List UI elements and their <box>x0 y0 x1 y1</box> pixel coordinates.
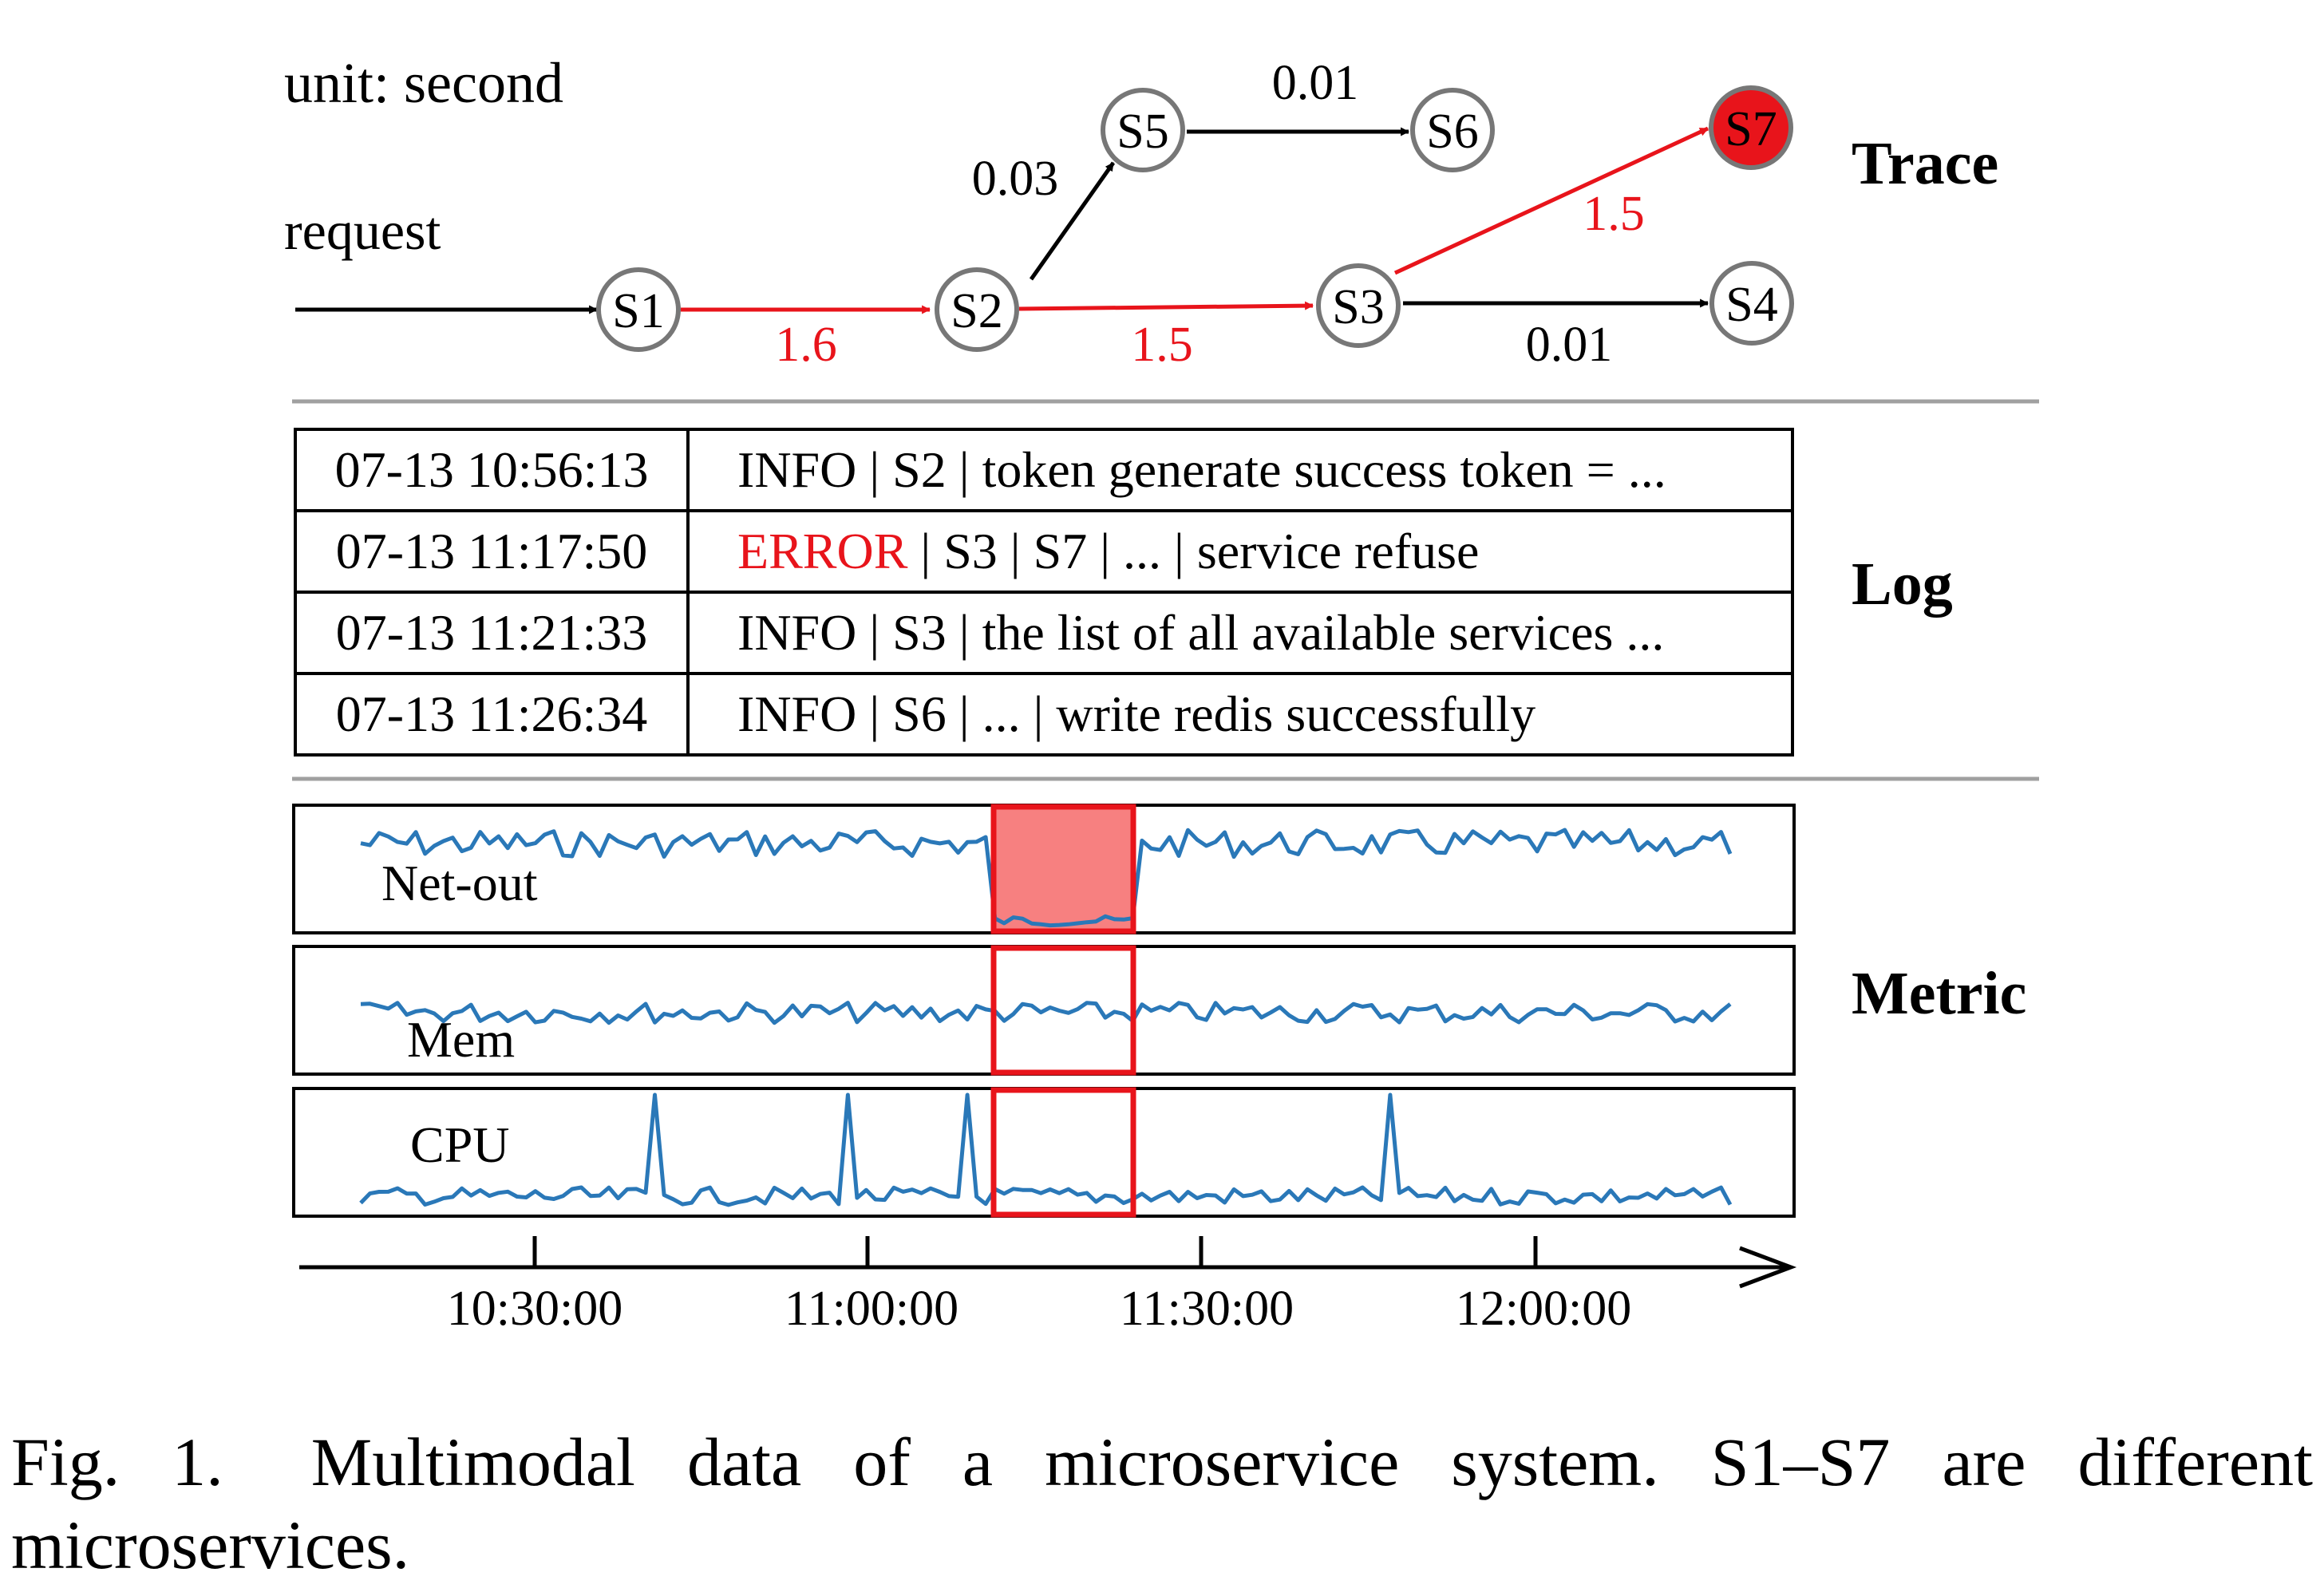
metric-series-net-out <box>360 828 1733 928</box>
log-timestamp: 07-13 11:26:34 <box>294 672 690 757</box>
latency-s5-s6: 0.01 <box>1272 56 1359 110</box>
service-node-label: S3 <box>1332 280 1384 334</box>
latency-s3-s7: 1.5 <box>1583 187 1645 241</box>
log-row: 07-13 11:21:33 INFO | S3 | the list of a… <box>294 591 1794 675</box>
log-row: 07-13 11:17:50 ERROR | S3 | S7 | ... | s… <box>294 509 1794 594</box>
time-axis-tick-label: 11:00:00 <box>785 1282 958 1336</box>
service-node-s1: S1 <box>596 267 681 352</box>
log-table: 07-13 10:56:13 INFO | S2 | token generat… <box>294 428 1794 757</box>
service-node-label: S7 <box>1725 102 1777 156</box>
time-axis-tick-label: 11:30:00 <box>1120 1282 1294 1336</box>
log-timestamp: 07-13 11:21:33 <box>294 591 690 675</box>
log-message: | S3 | S7 | ... | service refuse <box>907 523 1480 579</box>
latency-s2-s3: 1.5 <box>1131 318 1193 372</box>
log-message: | S3 | the list of all available service… <box>856 604 1665 661</box>
log-row: 07-13 10:56:13 INFO | S2 | token generat… <box>294 428 1794 512</box>
service-node-s3: S3 <box>1316 263 1401 348</box>
latency-s1-s2: 1.6 <box>775 318 837 372</box>
log-level: INFO <box>737 441 857 498</box>
log-timestamp: 07-13 10:56:13 <box>294 428 690 512</box>
log-row: 07-13 11:26:34 INFO | S6 | ... | write r… <box>294 672 1794 757</box>
anomaly-window-box <box>990 1087 1136 1218</box>
metric-panel-label-mem: Mem <box>407 1011 515 1068</box>
edge-s2-s5 <box>1029 161 1116 281</box>
metric-section: Metric Net-out Mem CPU 10:30:00 11:00:00 <box>292 804 2026 1336</box>
log-message: | S6 | ... | write redis successfully <box>856 685 1536 742</box>
service-node-label: S2 <box>951 284 1002 338</box>
log-level-error: ERROR <box>737 523 908 579</box>
figure-caption: Fig. 1. Multimodal data of a microservice… <box>11 1420 2313 1586</box>
service-node-s2: S2 <box>935 267 1019 352</box>
time-axis-arrowhead <box>1739 1246 1797 1289</box>
latency-s2-s5: 0.03 <box>972 152 1059 206</box>
log-section-label: Log <box>1852 551 1953 618</box>
anomaly-window-box <box>990 945 1136 1076</box>
log-entry: ERROR | S3 | S7 | ... | service refuse <box>686 509 1794 594</box>
log-level: INFO <box>737 685 857 742</box>
service-node-label: S5 <box>1117 105 1168 159</box>
edge-s3-s7 <box>1393 126 1709 275</box>
microservice-multimodal-figure: unit: second request Trace 1.6 1.5 0.03 … <box>284 51 2039 1336</box>
log-message: | S2 | token generate success token = ..… <box>856 441 1666 498</box>
request-label: request <box>284 200 441 261</box>
log-timestamp: 07-13 11:17:50 <box>294 509 690 594</box>
service-node-s6: S6 <box>1410 88 1495 172</box>
log-entry: INFO | S3 | the list of all available se… <box>686 591 1794 675</box>
service-node-label: S4 <box>1725 278 1777 332</box>
unit-label: unit: second <box>284 51 563 115</box>
anomaly-window-fill <box>994 807 1133 931</box>
figure-caption-label: Fig. 1. <box>11 1424 223 1500</box>
time-axis: 10:30:00 11:00:00 11:30:00 12:00:00 <box>299 1236 1797 1336</box>
anomaly-window-box <box>990 804 1136 934</box>
service-node-s5: S5 <box>1101 88 1185 172</box>
log-entry: INFO | S2 | token generate success token… <box>686 428 1794 512</box>
service-node-label: S1 <box>612 284 664 338</box>
trace-section: unit: second request Trace 1.6 1.5 0.03 … <box>284 51 1998 372</box>
metric-series-mem <box>360 1001 1732 1025</box>
time-axis-tick-label: 12:00:00 <box>1456 1282 1631 1336</box>
service-node-s7-failed: S7 <box>1709 85 1793 170</box>
service-node-label: S6 <box>1426 105 1478 159</box>
edge-s2-s3 <box>1018 301 1314 311</box>
log-level: INFO <box>737 604 857 661</box>
service-node-s4: S4 <box>1709 261 1794 346</box>
metric-panel-label-cpu: CPU <box>410 1116 510 1173</box>
log-entry: INFO | S6 | ... | write redis successful… <box>686 672 1794 757</box>
metric-section-label: Metric <box>1852 960 2026 1027</box>
figure-caption-text: Multimodal data of a microservice system… <box>11 1424 2313 1583</box>
latency-s3-s4: 0.01 <box>1526 318 1613 372</box>
metric-series-cpu <box>359 1092 1733 1207</box>
metric-panel-label-net-out: Net-out <box>381 855 538 911</box>
time-axis-tick-label: 10:30:00 <box>447 1282 622 1336</box>
trace-section-label: Trace <box>1852 130 1998 197</box>
